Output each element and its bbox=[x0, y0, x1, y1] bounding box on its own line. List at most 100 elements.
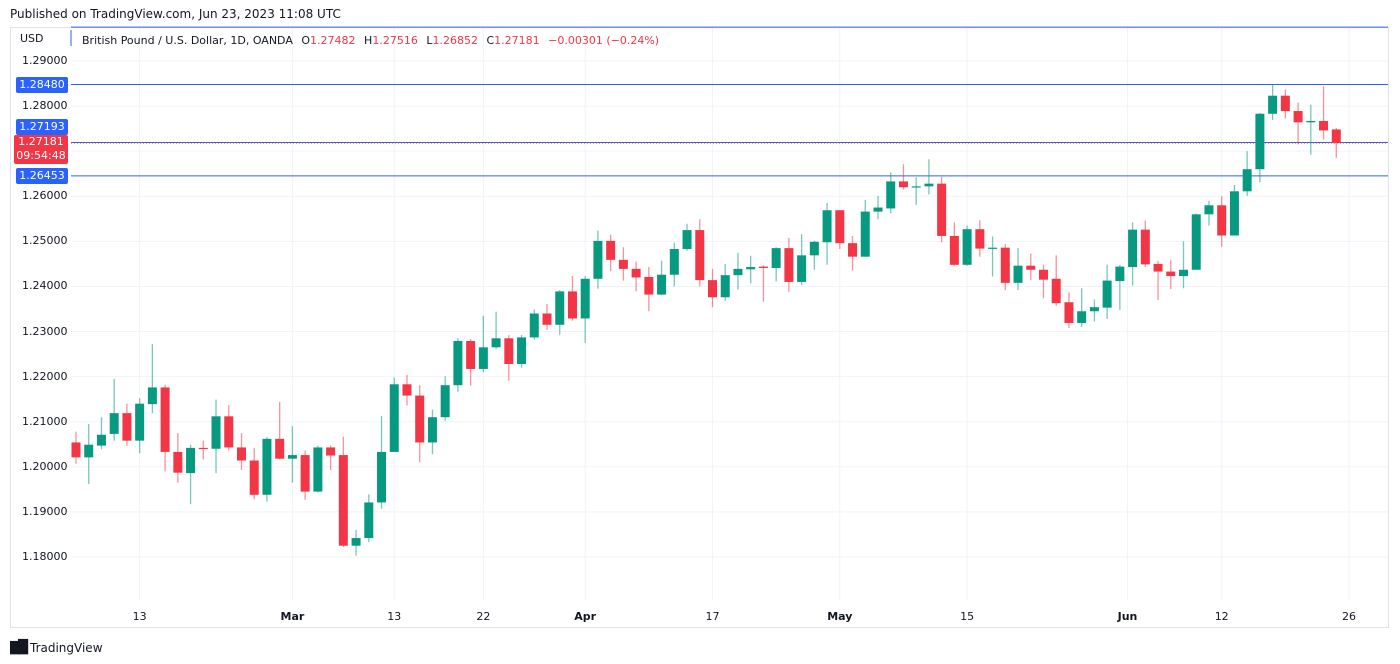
candle-up bbox=[809, 241, 819, 256]
candle-up bbox=[1077, 311, 1087, 323]
low-label: L bbox=[426, 34, 433, 47]
candle-up bbox=[186, 447, 196, 474]
candle-up bbox=[1255, 113, 1265, 170]
candle-up bbox=[529, 313, 539, 338]
candle-up bbox=[720, 275, 730, 298]
open-label: O bbox=[301, 34, 311, 47]
x-axis-tick-label: 22 bbox=[476, 610, 491, 623]
candle-up bbox=[593, 240, 603, 279]
y-axis-tick-label: 1.21000 bbox=[22, 414, 68, 428]
candle-up bbox=[440, 385, 450, 418]
candle-up bbox=[1128, 229, 1138, 268]
candle-up bbox=[580, 278, 590, 319]
candle-up bbox=[96, 434, 106, 446]
candle-up bbox=[478, 347, 488, 369]
x-axis-tick-label: 15 bbox=[960, 610, 975, 623]
candle-up bbox=[1306, 120, 1316, 123]
y-axis-tick-label: 1.23000 bbox=[22, 324, 68, 338]
candle-up bbox=[1179, 269, 1189, 277]
symbol-title: British Pound / U.S. Dollar, 1D, OANDA bbox=[82, 34, 293, 47]
high-value: 1.27516 bbox=[372, 34, 418, 47]
candle-up bbox=[364, 502, 374, 539]
x-axis-tick-label: 17 bbox=[705, 610, 720, 623]
candle-down bbox=[1280, 95, 1290, 112]
candle-up bbox=[988, 247, 998, 249]
chart-legend: British Pound / U.S. Dollar, 1D, OANDA O… bbox=[82, 34, 659, 47]
candle-down bbox=[758, 266, 768, 268]
candle-down bbox=[1026, 265, 1036, 270]
candle-down bbox=[275, 438, 285, 459]
candle-up bbox=[657, 274, 667, 295]
x-axis-tick-label: Apr bbox=[574, 610, 597, 623]
candle-up bbox=[1191, 214, 1201, 270]
last-price-badge: 1.27181 09:54:48 bbox=[14, 135, 68, 164]
candle-up bbox=[1102, 280, 1112, 308]
candle-down bbox=[1153, 263, 1163, 272]
candle-down bbox=[160, 387, 170, 452]
candle-up bbox=[682, 230, 692, 250]
candle-down bbox=[937, 183, 947, 236]
y-axis-tick-label: 1.26000 bbox=[22, 189, 68, 203]
candle-up bbox=[453, 341, 463, 386]
candle-down bbox=[1166, 271, 1176, 277]
candle-down bbox=[1000, 247, 1010, 283]
candle-up bbox=[1229, 191, 1239, 236]
close-label: C bbox=[486, 34, 495, 47]
y-axis-tick-label: 1.29000 bbox=[22, 54, 68, 67]
candle-down bbox=[71, 442, 81, 458]
candle-down bbox=[1293, 111, 1303, 123]
low-value: 1.26852 bbox=[432, 34, 478, 47]
logo-text: TradingView bbox=[30, 640, 103, 655]
candle-down bbox=[1331, 129, 1341, 144]
x-axis-tick-label: 26 bbox=[1342, 610, 1356, 623]
candle-up bbox=[746, 267, 756, 270]
candle-up bbox=[491, 338, 501, 348]
x-axis-tick-label: May bbox=[827, 610, 853, 623]
candle-down bbox=[1140, 229, 1150, 265]
x-axis-tick-label: Mar bbox=[280, 610, 305, 623]
x-axis-tick-label: Jun bbox=[1117, 610, 1138, 623]
candle-down bbox=[1217, 205, 1227, 236]
candle-up bbox=[797, 255, 807, 282]
y-axis-tick-label: 1.25000 bbox=[22, 234, 68, 248]
candle-up bbox=[287, 455, 297, 459]
candle-down bbox=[198, 447, 208, 450]
price-level-badge[interactable]: 1.26453 bbox=[16, 168, 68, 184]
open-value: 1.27482 bbox=[310, 34, 356, 47]
price-level-badge[interactable]: 1.27193 bbox=[16, 119, 68, 135]
candle-up bbox=[377, 451, 387, 503]
candle-up bbox=[427, 417, 437, 443]
candle-down bbox=[236, 447, 246, 461]
close-value: 1.27181 bbox=[494, 34, 540, 47]
candle-down bbox=[415, 395, 425, 443]
y-axis-tick-label: 1.19000 bbox=[22, 504, 68, 518]
candle-up bbox=[84, 444, 94, 458]
candle-down bbox=[975, 229, 985, 249]
tradingview-logo[interactable]: ▇█ TradingView bbox=[10, 640, 103, 655]
candle-up bbox=[1268, 95, 1278, 114]
candle-down bbox=[1064, 302, 1074, 323]
candle-down bbox=[326, 447, 336, 456]
candle-up bbox=[555, 291, 565, 325]
candle-down bbox=[631, 268, 641, 278]
candle-down bbox=[300, 455, 310, 492]
bar-countdown: 09:54:48 bbox=[16, 149, 66, 162]
candle-up bbox=[262, 438, 272, 495]
candle-up bbox=[313, 447, 323, 492]
last-price: 1.27181 bbox=[18, 135, 64, 148]
candle-down bbox=[338, 455, 348, 546]
price-level-badge[interactable]: 1.28480 bbox=[16, 77, 68, 93]
y-axis-tick-label: 1.18000 bbox=[22, 549, 68, 563]
x-axis-tick-label: 13 bbox=[132, 610, 147, 623]
candle-down bbox=[224, 416, 234, 448]
candle-up bbox=[109, 413, 119, 434]
candle-down bbox=[1038, 269, 1048, 280]
candle-down bbox=[848, 243, 858, 257]
candle-up bbox=[822, 210, 832, 243]
candle-up bbox=[733, 268, 743, 276]
candle-down bbox=[898, 181, 908, 188]
candle-up bbox=[771, 248, 781, 268]
candle-down bbox=[122, 413, 132, 441]
candle-down bbox=[784, 248, 794, 282]
